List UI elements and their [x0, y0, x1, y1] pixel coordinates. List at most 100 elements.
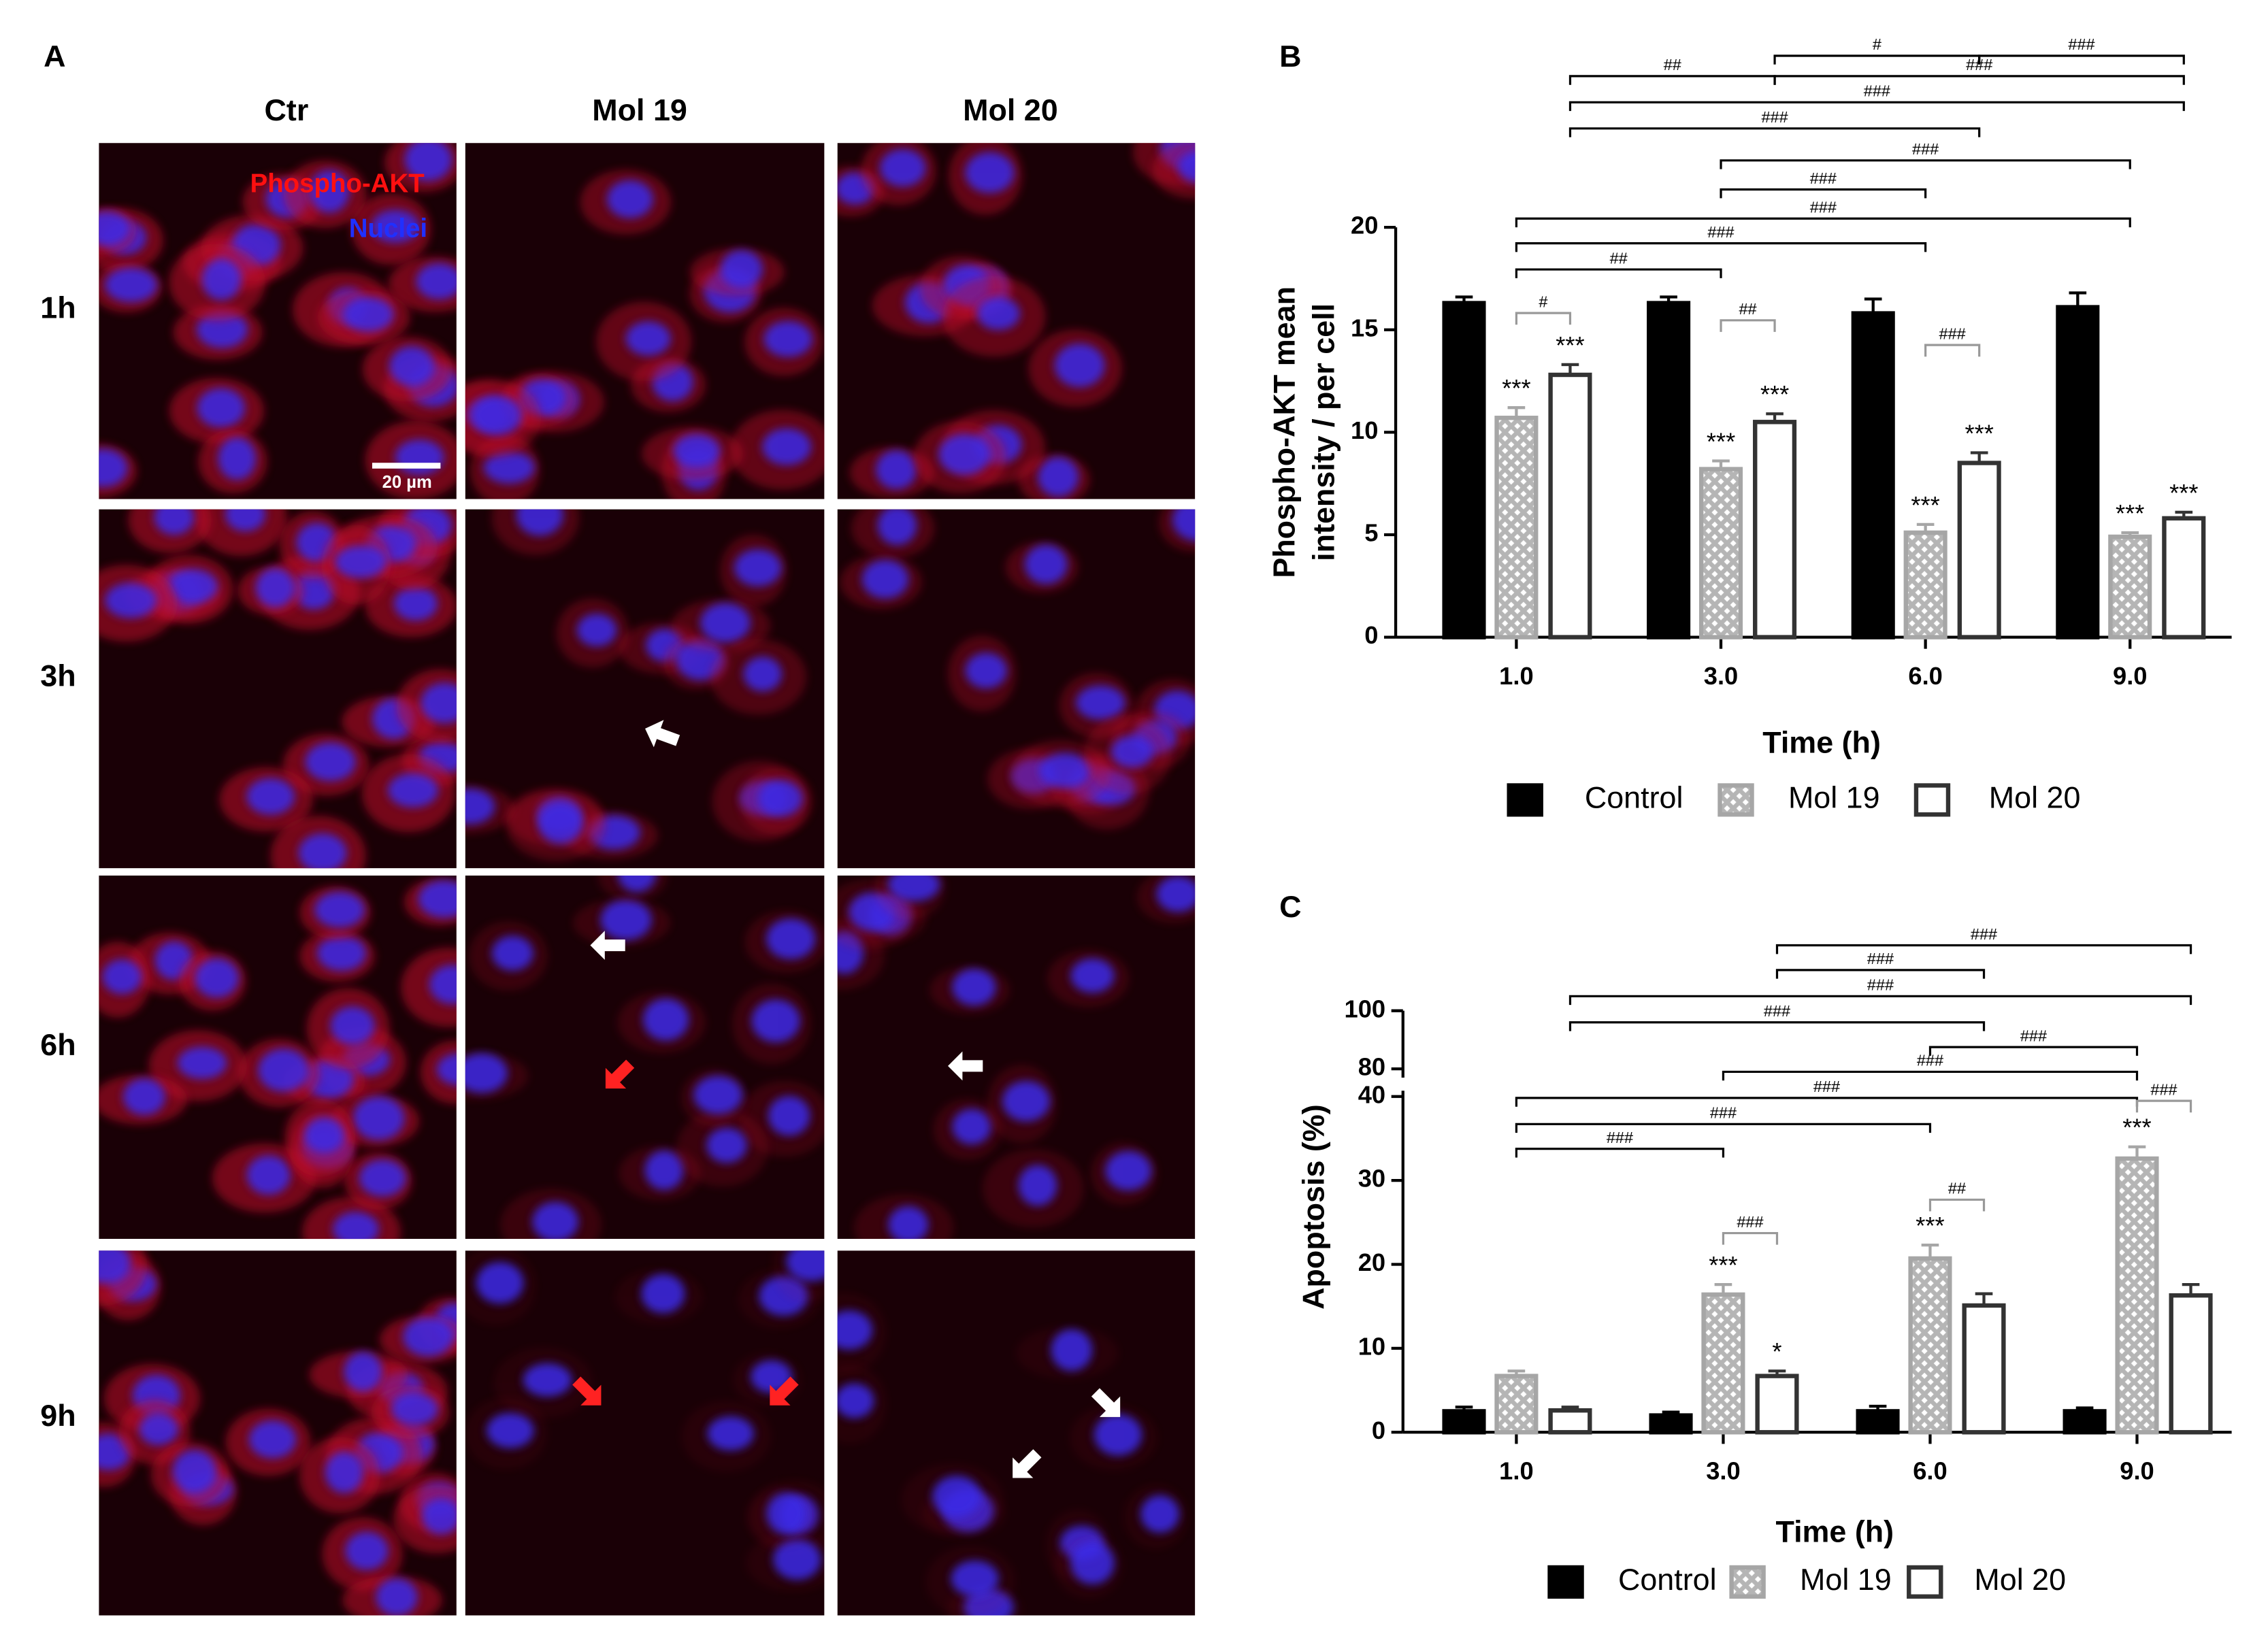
nucleus	[343, 297, 394, 332]
nucleus	[758, 780, 803, 817]
comparison-bracket	[1568, 75, 1776, 85]
nucleus	[751, 1360, 792, 1393]
comparison-bracket	[1720, 188, 1927, 199]
comparison-label: ###	[1939, 325, 1966, 342]
comparison-bracket	[1568, 101, 2185, 112]
x-tick-label: 1.0	[1499, 1457, 1533, 1485]
legend-label: Control	[1585, 780, 1683, 815]
nucleus	[538, 801, 583, 844]
y-tick-label: 15	[1351, 314, 1378, 342]
nucleus	[876, 450, 917, 490]
nucleus	[523, 1363, 572, 1397]
nucleus	[607, 180, 653, 218]
nucleus	[246, 778, 295, 815]
significance: ***	[1965, 419, 1993, 447]
comparison-bracket	[1773, 54, 1981, 65]
comparison-label: ###	[1710, 1104, 1737, 1122]
comparison-label: ###	[1764, 1002, 1790, 1020]
nucleus	[641, 1274, 685, 1314]
y-tick-label: 80	[1358, 1053, 1385, 1081]
nucleus	[333, 1212, 379, 1240]
nucleus	[487, 1412, 534, 1448]
significance: *	[1772, 1337, 1781, 1365]
nucleus	[325, 1451, 363, 1493]
nucleus	[416, 263, 457, 300]
nucleus	[877, 509, 917, 546]
nucleus	[418, 880, 457, 918]
nucleus	[743, 657, 782, 692]
nucleus	[1070, 959, 1115, 993]
nucleus	[246, 1155, 291, 1195]
x-tick-label: 1.0	[1499, 662, 1533, 690]
comparison-label: ##	[1664, 56, 1681, 73]
micrograph	[837, 143, 1196, 499]
column-header: Ctr	[264, 93, 308, 127]
nucleus	[773, 1539, 821, 1580]
bar	[1548, 372, 1592, 639]
nucleus	[99, 1250, 131, 1284]
nucleus	[305, 742, 356, 782]
comparison-label: ###	[1607, 1129, 1633, 1146]
micrograph	[837, 875, 1196, 1240]
legend-label: Mol 19	[1800, 1562, 1892, 1597]
comparison-label: ##	[1610, 249, 1628, 267]
nucleus	[429, 965, 457, 1004]
significance: ***	[2116, 499, 2144, 527]
nucleus	[837, 1310, 872, 1350]
legend-label: Mol 20	[1974, 1562, 2066, 1597]
micrograph	[99, 509, 457, 869]
arrow	[645, 720, 680, 748]
legend-swatch	[1507, 783, 1543, 817]
nucleus	[1054, 344, 1105, 388]
nucleus	[625, 321, 671, 356]
bar	[1851, 311, 1895, 639]
nucleus	[1094, 1414, 1143, 1456]
micrograph	[837, 1250, 1196, 1616]
micrograph	[99, 875, 457, 1240]
nucleus	[700, 603, 751, 643]
comparison-bracket	[1568, 995, 2192, 1006]
significance: ***	[1760, 380, 1789, 408]
nucleus	[976, 297, 1020, 331]
nucleus	[965, 152, 1015, 193]
arrow	[1091, 1388, 1121, 1417]
arrow	[770, 1376, 799, 1406]
comparison-label: ##	[1739, 300, 1756, 318]
bar	[1494, 1374, 1539, 1435]
nucleus	[197, 388, 245, 428]
comparison-label: ###	[1867, 976, 1894, 994]
nucleus	[516, 509, 563, 536]
comparison-label: #	[1539, 293, 1547, 310]
comparison-bracket	[1775, 944, 2192, 954]
nucleus	[1178, 150, 1196, 183]
panel-label: A	[44, 39, 65, 73]
legend-swatch	[1547, 1565, 1584, 1599]
nucleus	[644, 1150, 684, 1190]
nucleus	[471, 395, 523, 435]
nucleus	[1038, 752, 1091, 788]
nucleus	[154, 509, 195, 535]
nucleus	[105, 582, 157, 618]
bar	[1903, 530, 1947, 639]
nucleus	[393, 586, 438, 621]
comparison-label: ###	[1761, 108, 1788, 126]
nucleus	[768, 1095, 810, 1136]
nucleus	[359, 1159, 406, 1197]
x-tick-label: 9.0	[2113, 662, 2147, 690]
nucleus	[763, 321, 812, 357]
nucleus	[123, 1078, 165, 1116]
comparison-bracket	[1722, 1231, 1779, 1245]
micrograph	[465, 143, 825, 499]
nucleus	[766, 1492, 806, 1535]
comparison-bracket	[1568, 127, 1981, 137]
y-tick-label: 20	[1358, 1248, 1385, 1276]
comparison-label: ###	[1813, 1078, 1840, 1095]
legend-swatch	[1907, 1565, 1943, 1599]
nucleus	[888, 875, 940, 901]
panel-label: B	[1279, 39, 1301, 73]
bar	[1701, 1292, 1745, 1435]
nucleus	[952, 969, 996, 1006]
nucleus	[255, 568, 295, 608]
